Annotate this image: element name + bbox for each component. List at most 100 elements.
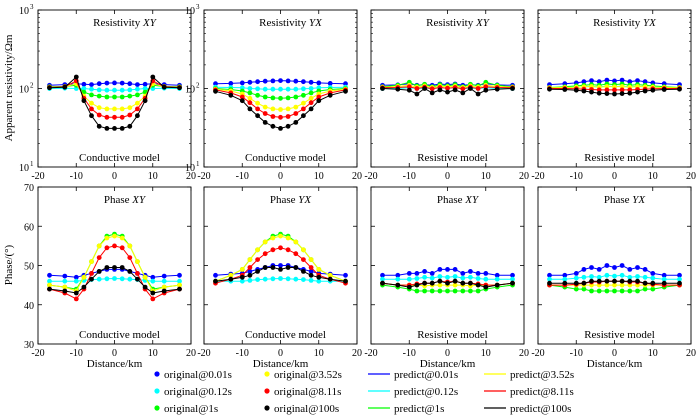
panel-caption: Conductive model [245,152,326,164]
original-point [255,79,260,85]
original-point [589,78,594,83]
original-point [589,274,594,279]
original-point [293,104,299,110]
original-point [47,272,52,278]
original-point [581,274,587,280]
y-tick-label: 40 [24,301,34,312]
original-point [213,81,218,87]
x-tick-label: -10 [570,348,583,359]
original-point [127,105,133,111]
legend-item: predict@3.52s [484,369,574,381]
original-point [414,271,420,276]
original-point [81,274,87,280]
panel-5: -20 -10 0 10 20 30 40 50 60 70 Phase XY Conductive … [24,183,196,370]
original-point [612,87,617,93]
series-100s [547,86,682,97]
legend-label: original@8.11s [274,386,341,398]
original-point [285,95,291,101]
original-point [510,86,515,91]
original-point [596,278,602,284]
original-point [247,79,253,85]
x-tick-label: 0 [445,171,450,182]
panel-7: -20 -10 0 10 20 Phase XY Resistive model Distan… [364,186,529,370]
original-point [510,272,515,278]
original-point [460,271,466,276]
original-point [445,280,450,286]
legend-marker [264,405,270,411]
series-100s [213,88,348,131]
series-100s [47,265,182,296]
original-point [89,259,94,264]
original-point [604,84,610,89]
y-tick-label: 70 [24,183,34,194]
original-point [62,84,68,90]
legend-label: predict@8.11s [510,386,574,398]
original-point [135,82,140,87]
x-axis-label: Distance/km [420,358,476,370]
x-tick-label: -10 [236,171,249,182]
panel-caption: Resistive model [417,329,488,341]
original-point [119,87,125,93]
original-point [278,86,283,92]
original-point [247,272,253,278]
original-point [642,88,648,94]
legend-item: predict@100s [484,403,571,415]
original-point [414,276,420,281]
original-point [213,88,218,94]
original-point [161,284,167,290]
original-point [161,273,167,279]
original-point [96,269,102,274]
original-point [483,284,489,290]
original-point [239,267,245,272]
original-point [627,90,633,96]
original-point [642,267,648,272]
panel-6: -20 -10 0 10 20 Phase YX Conductive model Dista… [197,186,362,370]
original-point [483,84,489,90]
original-point [73,290,79,296]
x-tick-label: -10 [70,171,83,182]
original-point [127,93,133,99]
panel-title: Resistivity YX [259,17,323,29]
original-point [247,265,253,270]
legend-item: predict@8.11s [484,386,574,398]
original-point [161,278,167,284]
original-point [483,276,489,282]
original-point [627,87,633,93]
original-point [104,265,110,270]
legend-label: original@1s [164,403,218,415]
original-point [47,278,52,284]
original-point [604,263,610,268]
original-point [661,87,667,92]
original-point [177,286,182,292]
original-point [596,90,602,96]
original-point [581,280,587,286]
original-point [596,87,602,93]
original-point [395,86,401,92]
original-point [308,257,314,262]
original-point [73,278,79,284]
x-tick-label: 10 [314,171,324,182]
series-0.01s [547,77,682,87]
series-0.12s [47,85,182,93]
original-point [627,278,633,284]
original-point [81,81,87,87]
original-point [150,74,156,80]
x-tick-label: -10 [403,348,416,359]
original-point [395,276,401,282]
original-point [547,280,552,286]
x-tick-label: 0 [112,171,117,182]
x-axis-label: Distance/km [87,358,143,370]
original-point [96,81,102,87]
original-point [239,94,245,100]
legend-item: original@100s [264,403,339,415]
original-point [308,90,314,96]
original-point [308,95,314,101]
original-point [635,278,640,284]
original-point [437,282,443,288]
original-point [270,86,276,92]
original-point [104,87,110,93]
original-point [247,106,253,112]
original-point [262,104,268,110]
x-tick-label: -20 [31,171,44,182]
